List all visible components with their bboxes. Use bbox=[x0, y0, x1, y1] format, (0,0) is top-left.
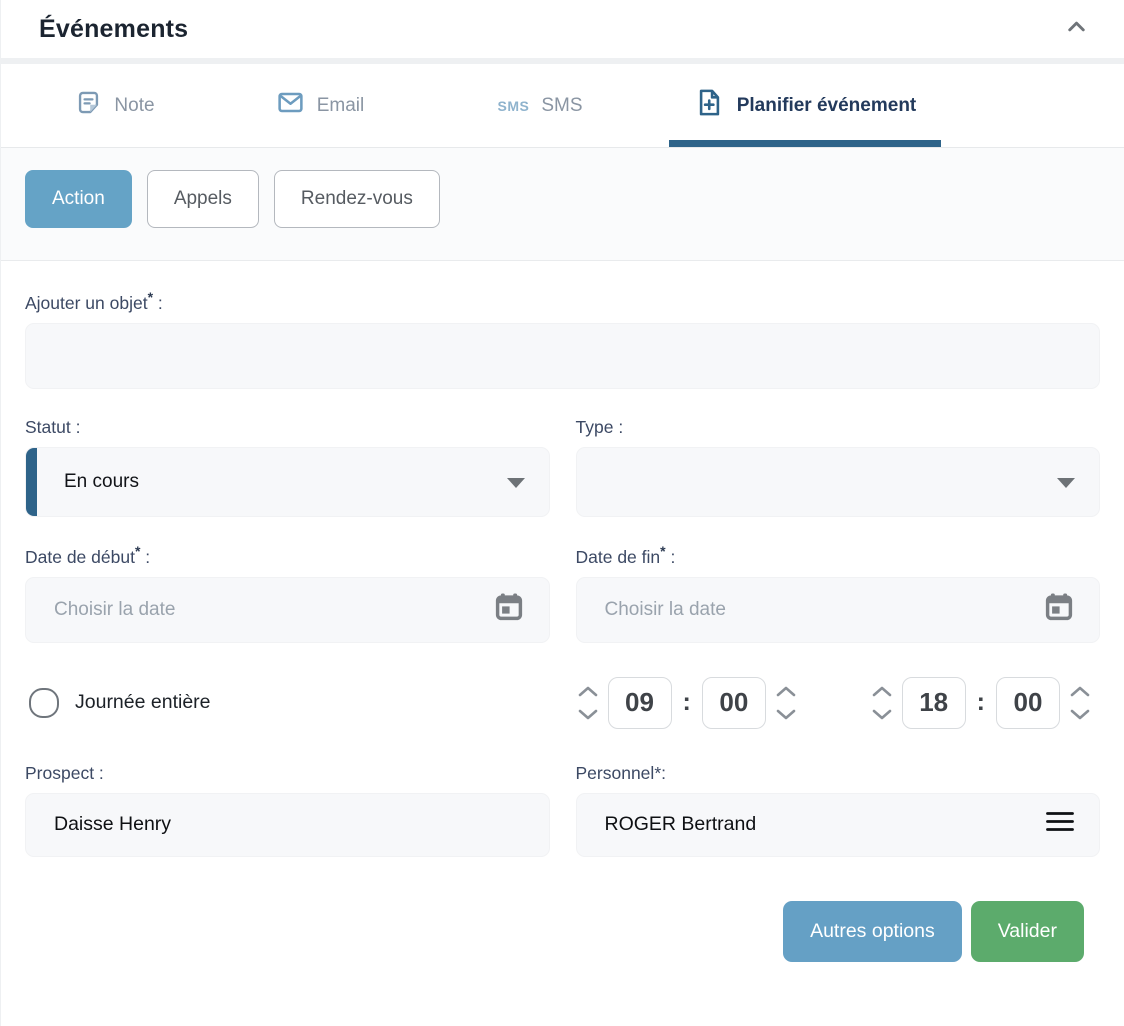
statut-value: En cours bbox=[64, 470, 139, 492]
prospect-field-group: Prospect : Daisse Henry bbox=[25, 763, 550, 891]
start-hour-up-icon[interactable] bbox=[576, 684, 600, 698]
end-hour-down-icon[interactable] bbox=[870, 708, 894, 722]
calendar-icon bbox=[1041, 589, 1077, 630]
end-minute-input[interactable]: 00 bbox=[996, 676, 1060, 729]
start-minute-up-icon[interactable] bbox=[774, 684, 798, 698]
tab-note-label: Note bbox=[114, 94, 155, 116]
tab-bar: Note Email SMS SMS Planifier événement bbox=[1, 64, 1124, 148]
objet-input[interactable] bbox=[25, 322, 1100, 389]
type-field-group: Type : bbox=[575, 416, 1100, 543]
statut-select[interactable]: En cours bbox=[25, 446, 550, 517]
personnel-label: Personnel*: bbox=[575, 762, 667, 783]
end-minute-up-icon[interactable] bbox=[1068, 684, 1092, 698]
email-icon bbox=[276, 88, 305, 123]
page-title: Événements bbox=[39, 14, 189, 43]
personnel-value: ROGER Bertrand bbox=[604, 813, 757, 836]
start-hour-input[interactable]: 09 bbox=[607, 676, 672, 729]
date-debut-input[interactable]: Choisir la date bbox=[25, 576, 550, 643]
journee-entiere-checkbox[interactable]: Journée entière bbox=[25, 687, 550, 718]
statut-accent-bar bbox=[26, 447, 37, 516]
tab-planifier-evenement[interactable]: Planifier événement bbox=[645, 64, 965, 147]
type-label: Type : bbox=[575, 416, 624, 437]
journee-entiere-label: Journée entière bbox=[75, 691, 211, 714]
time-start-group: 09 : 00 bbox=[576, 676, 798, 729]
tab-sms[interactable]: SMS SMS bbox=[435, 64, 645, 147]
end-hour-up-icon[interactable] bbox=[870, 684, 894, 698]
valider-button[interactable]: Valider bbox=[970, 900, 1084, 962]
prospect-label: Prospect : bbox=[25, 762, 104, 783]
date-fin-input[interactable]: Choisir la date bbox=[575, 576, 1100, 643]
start-minute-input[interactable]: 00 bbox=[701, 676, 766, 729]
event-form: Ajouter un objet* : Statut : En cours Ty… bbox=[1, 261, 1124, 988]
panel-header: Événements bbox=[1, 0, 1124, 64]
appels-button[interactable]: Appels bbox=[146, 170, 259, 228]
caret-down-icon bbox=[506, 477, 525, 488]
time-colon: : bbox=[682, 688, 691, 717]
time-pickers: 09 : 00 18 : 00 bbox=[576, 676, 1101, 729]
tab-email[interactable]: Email bbox=[205, 64, 435, 147]
time-end-group: 18 : 00 bbox=[870, 676, 1092, 729]
personnel-field[interactable]: ROGER Bertrand bbox=[575, 792, 1100, 857]
start-hour-down-icon[interactable] bbox=[576, 708, 600, 722]
statut-field-group: Statut : En cours bbox=[25, 417, 550, 543]
date-fin-field-group: Date de fin* : Choisir la date bbox=[575, 542, 1100, 673]
autres-options-button[interactable]: Autres options bbox=[783, 900, 962, 962]
prospect-value: Daisse Henry bbox=[54, 813, 172, 836]
prospect-field[interactable]: Daisse Henry bbox=[25, 792, 550, 857]
objet-label: Ajouter un objet* : bbox=[25, 289, 163, 313]
statut-label: Statut : bbox=[25, 416, 81, 437]
end-hour-input[interactable]: 18 bbox=[901, 676, 966, 729]
tab-email-label: Email bbox=[316, 94, 365, 116]
footer-actions: Autres options Valider bbox=[25, 891, 1100, 988]
calendar-icon bbox=[491, 589, 527, 630]
sms-icon: SMS bbox=[497, 97, 530, 114]
rendez-vous-button[interactable]: Rendez-vous bbox=[273, 170, 440, 228]
tab-planifier-label: Planifier événement bbox=[736, 94, 917, 116]
time-colon: : bbox=[976, 688, 985, 717]
caret-down-icon bbox=[1057, 477, 1075, 488]
personnel-field-group: Personnel*: ROGER Bertrand bbox=[575, 762, 1100, 891]
action-button[interactable]: Action bbox=[25, 170, 132, 228]
end-minute-down-icon[interactable] bbox=[1068, 708, 1092, 722]
collapse-button[interactable] bbox=[1063, 13, 1090, 45]
hamburger-icon[interactable] bbox=[1045, 811, 1075, 838]
date-fin-placeholder: Choisir la date bbox=[604, 598, 726, 620]
start-minute-down-icon[interactable] bbox=[774, 708, 798, 722]
type-select[interactable] bbox=[575, 446, 1100, 517]
checkbox-circle[interactable] bbox=[29, 687, 59, 718]
file-plus-icon bbox=[694, 87, 725, 124]
date-debut-field-group: Date de début* : Choisir la date bbox=[25, 543, 550, 673]
tab-sms-label: SMS bbox=[541, 94, 583, 116]
date-debut-label: Date de début* : bbox=[25, 542, 151, 567]
event-category-row: Action Appels Rendez-vous bbox=[1, 148, 1124, 261]
date-debut-placeholder: Choisir la date bbox=[54, 598, 176, 620]
note-icon bbox=[75, 89, 102, 122]
tab-note[interactable]: Note bbox=[25, 64, 205, 147]
date-fin-label: Date de fin* : bbox=[575, 542, 676, 567]
chevron-up-icon bbox=[1063, 13, 1090, 45]
